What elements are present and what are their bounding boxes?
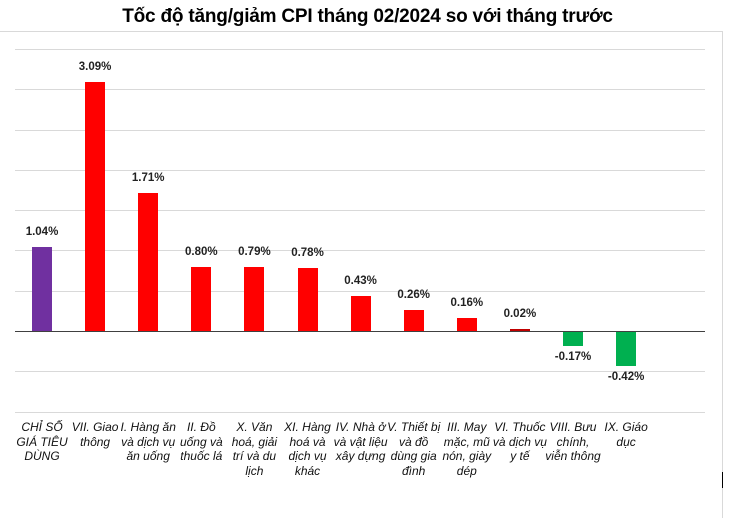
gridline	[15, 250, 705, 251]
data-label: 3.09%	[78, 60, 112, 73]
data-label: 0.26%	[397, 289, 430, 302]
text-cursor	[722, 472, 723, 488]
data-label: 0.02%	[503, 308, 537, 320]
category-label: I. Hàng ăn và dịch vụ ăn uống	[120, 420, 176, 463]
bar	[85, 81, 106, 331]
data-label: 0.16%	[450, 297, 484, 310]
category-label: VII. Giao thông	[71, 420, 119, 449]
zero-axis-line	[15, 331, 705, 332]
bar	[509, 329, 530, 331]
data-label: -0.42%	[607, 370, 645, 383]
bar	[456, 318, 477, 331]
data-label: 0.78%	[291, 247, 324, 260]
category-label: VI. Thuốc và dịch vụ y tế	[492, 420, 547, 463]
bar	[350, 296, 371, 331]
data-label: 1.04%	[25, 226, 59, 239]
data-label: 0.43%	[344, 275, 377, 288]
data-label: 0.79%	[238, 246, 271, 259]
gridline	[15, 291, 705, 292]
bar	[244, 267, 265, 331]
bar	[297, 268, 318, 331]
category-label: IV. Nhà ở và vật liệu xây dựng	[333, 420, 388, 463]
plot-area: 1.04% 3.09% 1.71% 0.80% 0.79% 0.78% 0.43% 0.26%…	[15, 48, 705, 413]
category-label: XI. Hàng hoá và dịch vụ khác	[284, 420, 331, 478]
gridline	[15, 130, 705, 131]
gridline	[15, 170, 705, 171]
gridline	[15, 412, 705, 413]
bar	[32, 247, 52, 331]
category-label: VIII. Bưu chính, viễn thông	[545, 420, 601, 463]
gridline	[15, 49, 705, 50]
category-label: CHỈ SỐ GIÁ TIÊU DÙNG	[16, 420, 68, 463]
chart-title: Tốc độ tăng/giảm CPI tháng 02/2024 so vớ…	[122, 6, 613, 27]
bar	[616, 332, 637, 366]
bar	[138, 193, 159, 331]
gridline	[15, 210, 705, 211]
category-label: IX. Giáo dục	[604, 420, 648, 449]
bar	[403, 310, 424, 331]
data-label: 1.71%	[131, 172, 165, 185]
category-label: III. May mặc, mũ nón, giày dép	[442, 420, 492, 478]
category-label: II. Đồ uống và thuốc lá	[179, 420, 223, 463]
data-label: 0.80%	[184, 245, 218, 258]
category-label: X. Văn hoá, giải trí và du lịch	[231, 420, 278, 478]
gridline	[15, 89, 705, 90]
data-label: -0.17%	[554, 350, 592, 363]
bar	[191, 266, 212, 331]
chart-frame	[0, 31, 723, 518]
bar	[563, 332, 583, 346]
category-label: V. Thiết bị và đồ dùng gia đình	[387, 420, 441, 478]
gridline	[15, 371, 705, 372]
